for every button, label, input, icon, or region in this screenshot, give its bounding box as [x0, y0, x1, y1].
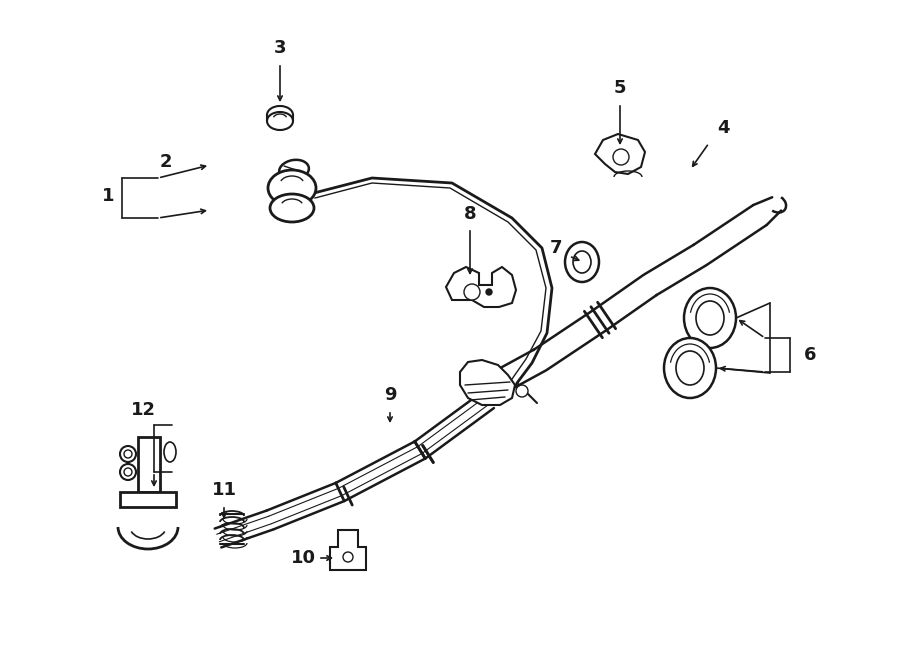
Text: 11: 11	[212, 481, 237, 499]
Circle shape	[613, 149, 629, 165]
Circle shape	[124, 450, 132, 458]
Ellipse shape	[267, 106, 293, 124]
Ellipse shape	[267, 112, 293, 130]
Ellipse shape	[279, 160, 309, 180]
Ellipse shape	[270, 194, 314, 222]
Circle shape	[486, 289, 492, 295]
Text: 1: 1	[102, 187, 114, 205]
Polygon shape	[120, 492, 176, 507]
Circle shape	[516, 385, 528, 397]
Ellipse shape	[696, 301, 724, 335]
Ellipse shape	[268, 170, 316, 206]
Circle shape	[120, 446, 136, 462]
Circle shape	[120, 464, 136, 480]
Text: 3: 3	[274, 39, 286, 57]
Polygon shape	[138, 437, 160, 492]
Circle shape	[343, 552, 353, 562]
Circle shape	[124, 468, 132, 476]
Polygon shape	[460, 360, 515, 405]
Ellipse shape	[565, 242, 599, 282]
Text: 5: 5	[614, 79, 626, 97]
Text: 8: 8	[464, 205, 476, 223]
Text: 4: 4	[716, 119, 729, 137]
Text: 2: 2	[160, 153, 172, 171]
Ellipse shape	[684, 288, 736, 348]
Text: 10: 10	[291, 549, 316, 567]
Text: 7: 7	[550, 239, 562, 257]
Ellipse shape	[664, 338, 716, 398]
Text: 9: 9	[383, 386, 396, 404]
Text: 12: 12	[130, 401, 156, 419]
Polygon shape	[595, 134, 645, 174]
Text: 6: 6	[804, 346, 816, 364]
Ellipse shape	[676, 351, 704, 385]
Circle shape	[464, 284, 480, 300]
Polygon shape	[330, 530, 366, 570]
Ellipse shape	[573, 251, 591, 273]
Ellipse shape	[164, 442, 176, 462]
Polygon shape	[446, 267, 516, 307]
